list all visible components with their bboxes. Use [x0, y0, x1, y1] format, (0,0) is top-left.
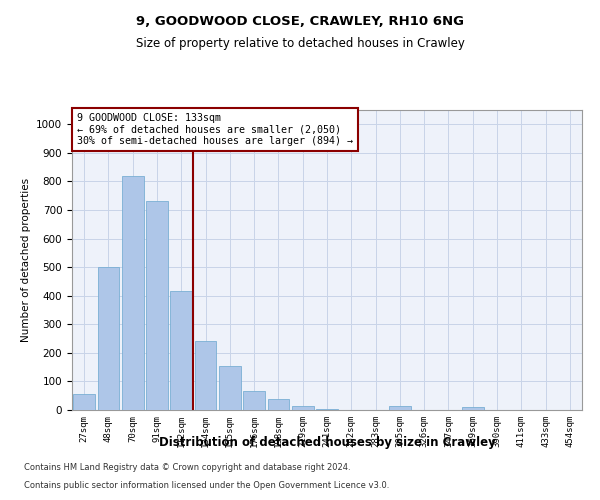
Bar — [292, 406, 314, 410]
Bar — [316, 408, 338, 410]
Bar — [219, 366, 241, 410]
Text: Contains public sector information licensed under the Open Government Licence v3: Contains public sector information licen… — [24, 481, 389, 490]
Text: Size of property relative to detached houses in Crawley: Size of property relative to detached ho… — [136, 38, 464, 51]
Text: 9 GOODWOOD CLOSE: 133sqm
← 69% of detached houses are smaller (2,050)
30% of sem: 9 GOODWOOD CLOSE: 133sqm ← 69% of detach… — [77, 113, 353, 146]
Y-axis label: Number of detached properties: Number of detached properties — [20, 178, 31, 342]
Bar — [146, 202, 168, 410]
Bar — [194, 342, 217, 410]
Text: Distribution of detached houses by size in Crawley: Distribution of detached houses by size … — [158, 436, 496, 449]
Bar — [462, 407, 484, 410]
Bar — [243, 392, 265, 410]
Bar — [389, 406, 411, 410]
Bar — [97, 267, 119, 410]
Bar — [268, 398, 289, 410]
Bar — [122, 176, 143, 410]
Bar — [170, 292, 192, 410]
Text: Contains HM Land Registry data © Crown copyright and database right 2024.: Contains HM Land Registry data © Crown c… — [24, 464, 350, 472]
Bar — [73, 394, 95, 410]
Text: 9, GOODWOOD CLOSE, CRAWLEY, RH10 6NG: 9, GOODWOOD CLOSE, CRAWLEY, RH10 6NG — [136, 15, 464, 28]
